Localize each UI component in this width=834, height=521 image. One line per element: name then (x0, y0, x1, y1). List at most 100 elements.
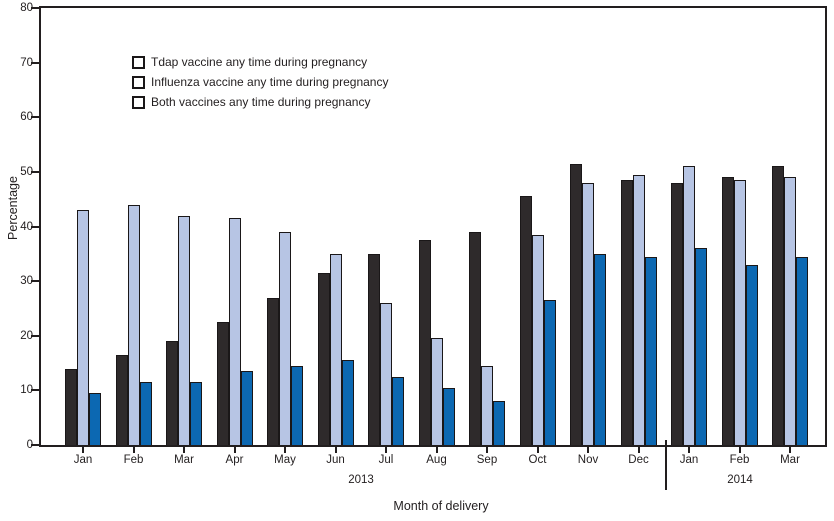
legend-item-influenza: Influenza vaccine any time during pregna… (132, 72, 388, 92)
x-tick-label: Mar (780, 454, 800, 466)
plot-area (39, 6, 827, 447)
bar-mar-series0 (772, 166, 784, 445)
bar-may-series2 (291, 365, 303, 445)
x-tick (536, 447, 539, 453)
legend-label-tdap: Tdap vaccine any time during pregnancy (151, 55, 368, 69)
x-tick-label: Feb (123, 454, 144, 466)
x-tick (637, 447, 640, 453)
tdap-swatch-icon (132, 55, 145, 69)
y-tick (31, 116, 39, 119)
bar-mar-series2 (190, 382, 202, 445)
bar-apr-series2 (240, 371, 253, 445)
year-label-2014: 2014 (727, 474, 753, 486)
y-tick (31, 225, 39, 228)
x-tick-label: Nov (577, 454, 599, 466)
x-tick (82, 447, 84, 453)
bar-jan-series0 (671, 182, 683, 445)
bar-sep-series0 (469, 231, 481, 445)
y-tick (31, 280, 39, 283)
y-tick-label: 40 (20, 220, 33, 233)
y-tick-label: 0 (26, 439, 33, 451)
influenza-swatch-icon (132, 75, 145, 89)
bar-feb-series1 (733, 180, 746, 445)
bar-jan-series0 (65, 368, 77, 445)
x-tick-label: Jan (73, 454, 93, 466)
x-tick-label: Mar (174, 454, 194, 466)
x-axis-title: Month of delivery (393, 499, 489, 513)
bar-mar-series0 (166, 341, 178, 445)
bar-may-series0 (267, 297, 279, 445)
bar-oct-series0 (519, 196, 532, 445)
bar-aug-series2 (442, 387, 455, 445)
x-tick-label: Oct (528, 454, 547, 466)
bar-may-series1 (279, 231, 291, 445)
x-tick (132, 447, 135, 453)
bar-jan-series2 (89, 393, 101, 445)
x-tick-label: Dec (628, 454, 649, 466)
bar-oct-series2 (543, 300, 556, 445)
y-tick-label: 70 (20, 56, 33, 69)
x-tick (688, 447, 690, 453)
bar-nov-series2 (594, 253, 606, 445)
bar-jan-series2 (695, 248, 707, 445)
legend-label-influenza: Influenza vaccine any time during pregna… (151, 75, 389, 89)
bar-mar-series1 (178, 215, 190, 445)
bar-oct-series1 (531, 234, 544, 445)
x-tick (789, 447, 791, 453)
bar-aug-series1 (430, 338, 443, 445)
bar-dec-series2 (644, 256, 657, 445)
x-tick (385, 447, 387, 453)
y-tick-label: 10 (20, 384, 33, 397)
x-tick (233, 447, 236, 453)
x-tick (284, 447, 286, 453)
bar-jul-series1 (380, 302, 392, 445)
legend-item-tdap: Tdap vaccine any time during pregnancy (132, 52, 388, 72)
x-tick-label: Aug (426, 454, 447, 466)
y-tick (31, 444, 39, 446)
x-tick-label: May (274, 454, 296, 466)
bar-aug-series0 (418, 240, 431, 445)
y-tick (31, 170, 39, 173)
x-tick-label: Jun (326, 454, 345, 466)
legend: Tdap vaccine any time during pregnancy I… (132, 52, 388, 112)
bar-sep-series2 (493, 401, 505, 445)
bar-jun-series0 (317, 272, 330, 445)
bar-mar-series1 (784, 177, 796, 445)
y-tick (31, 389, 39, 392)
bar-dec-series0 (620, 180, 633, 445)
y-tick-label: 80 (20, 2, 33, 14)
bar-dec-series1 (632, 174, 645, 445)
bar-nov-series0 (570, 163, 582, 445)
bar-mar-series2 (796, 256, 808, 445)
x-tick (334, 447, 337, 453)
y-tick (31, 334, 39, 337)
year-divider-line (665, 440, 667, 490)
bar-jun-series2 (341, 360, 354, 445)
bar-jan-series1 (683, 166, 695, 445)
x-tick (587, 447, 589, 453)
bar-apr-series0 (216, 322, 229, 445)
bar-jul-series2 (392, 376, 404, 445)
bar-feb-series2 (139, 382, 152, 445)
x-tick-label: Jan (679, 454, 699, 466)
legend-item-both: Both vaccines any time during pregnancy (132, 92, 388, 112)
bar-feb-series0 (115, 354, 128, 445)
y-tick-label: 30 (20, 275, 33, 288)
x-tick-label: Feb (729, 454, 750, 466)
y-tick-label: 60 (20, 111, 33, 124)
bar-sep-series1 (481, 365, 493, 445)
x-tick (486, 447, 488, 453)
x-tick-label: Sep (476, 454, 498, 466)
x-tick (738, 447, 741, 453)
x-tick (435, 447, 438, 453)
bar-feb-series1 (127, 204, 140, 445)
x-tick-label: Apr (225, 454, 244, 466)
bar-nov-series1 (582, 182, 594, 445)
year-label-2013: 2013 (348, 474, 374, 486)
bar-apr-series1 (228, 218, 241, 445)
y-tick (31, 61, 39, 64)
both-swatch-icon (132, 95, 145, 109)
y-tick (31, 7, 39, 9)
y-tick-label: 20 (20, 329, 33, 342)
